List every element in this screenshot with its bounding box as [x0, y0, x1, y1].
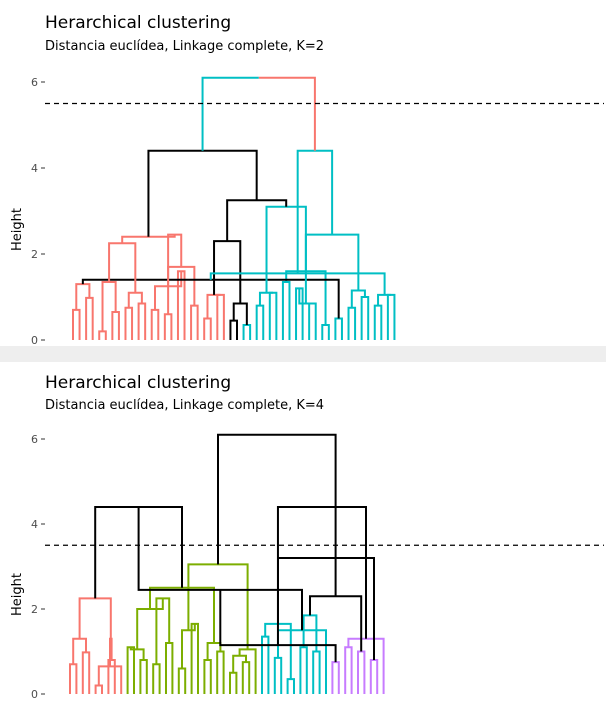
chart-title: Herarchical clustering [45, 13, 232, 33]
merge-branch [331, 661, 340, 694]
merge-branch [124, 306, 134, 340]
merge-branch [109, 637, 113, 667]
y-tick-label: 4 [31, 162, 38, 175]
merge-branch [216, 650, 225, 694]
merge-branch [94, 684, 103, 694]
merge-branch [386, 293, 396, 340]
y-tick-label: 0 [31, 688, 38, 701]
merge-branch [69, 663, 78, 694]
merge-branch [377, 293, 392, 306]
dendrogram-panel-k2: Herarchical clustering Distancia euclíde… [0, 0, 606, 346]
merge-branch [308, 302, 317, 340]
merge-branch [369, 659, 379, 694]
merge-branch [165, 642, 174, 694]
y-tick-label: 0 [31, 334, 38, 346]
merge-branch [203, 659, 212, 694]
chart-subtitle: Distancia euclídea, Linkage complete, K=… [45, 39, 325, 54]
merge-branch [299, 646, 308, 694]
chart-title: Herarchical clustering [45, 373, 232, 393]
merge-branch [81, 651, 91, 694]
dendrogram-panel-k4: Herarchical clustering Distancia euclíde… [0, 362, 606, 708]
chart-subtitle: Distancia euclídea, Linkage complete, K=… [45, 398, 325, 413]
merge-branch [312, 650, 321, 694]
merge-branch [216, 293, 225, 340]
merge-branch [229, 671, 238, 694]
merge-branch [273, 656, 283, 694]
merge-branch [152, 663, 161, 694]
merge-branch [281, 280, 291, 340]
merge-branch [286, 678, 295, 694]
merge-branch [111, 311, 120, 340]
merge-branch [242, 323, 252, 340]
merge-branch [255, 304, 265, 340]
root-branch [201, 76, 259, 151]
merge-branch [139, 659, 148, 694]
merge-branch [203, 317, 212, 340]
merge-branch [137, 302, 147, 340]
merge-branch [206, 293, 221, 319]
merge-branch [127, 291, 143, 308]
merge-branch [229, 319, 238, 340]
merge-branch [98, 330, 107, 340]
merge-branch [126, 646, 135, 694]
merge-branch [276, 506, 367, 646]
merge-branch [101, 280, 117, 332]
merge-branch [85, 296, 94, 340]
y-tick-label: 2 [31, 248, 38, 261]
y-tick-label: 2 [31, 603, 38, 616]
merge-branch [334, 317, 343, 340]
merge-branch [373, 304, 383, 340]
merge-branch [258, 291, 274, 306]
merge-branch [232, 302, 248, 325]
y-tick-label: 6 [31, 433, 38, 446]
merge-branch [298, 288, 313, 305]
merge-branch [296, 149, 334, 274]
y-tick-label: 4 [31, 518, 38, 531]
merge-branch [232, 654, 247, 673]
merge-branch [350, 289, 366, 308]
merge-branch [309, 595, 363, 652]
merge-branch [78, 597, 112, 639]
merge-branch [72, 308, 81, 340]
merge-branch [163, 313, 173, 340]
merge-branch [360, 296, 370, 340]
merge-branch [167, 233, 183, 287]
panel-separator [0, 346, 606, 362]
merge-branch [347, 637, 385, 694]
merge-branch [241, 661, 251, 694]
merge-branch [321, 323, 330, 340]
merge-branch [357, 650, 366, 694]
merge-branch [177, 667, 187, 694]
merge-branch [108, 242, 137, 293]
root-branch [217, 433, 337, 597]
merge-branch [344, 646, 353, 694]
dendrogram-branches [72, 76, 396, 340]
merge-branch [304, 233, 360, 291]
merge-branch [147, 149, 258, 237]
dendrogram-branches [69, 433, 385, 694]
merge-branch [150, 308, 160, 340]
root-branch [258, 76, 316, 151]
y-tick-label: 6 [31, 76, 38, 89]
merge-branch [190, 622, 199, 694]
merge-branch [347, 306, 357, 340]
merge-branch [181, 623, 196, 669]
dendrogram-plot-k2: 0 2 4 6 [31, 76, 604, 346]
dendrogram-plot-k4: 0 2 4 6 [31, 433, 604, 701]
merge-branch [268, 291, 278, 340]
merge-branch [190, 304, 199, 340]
